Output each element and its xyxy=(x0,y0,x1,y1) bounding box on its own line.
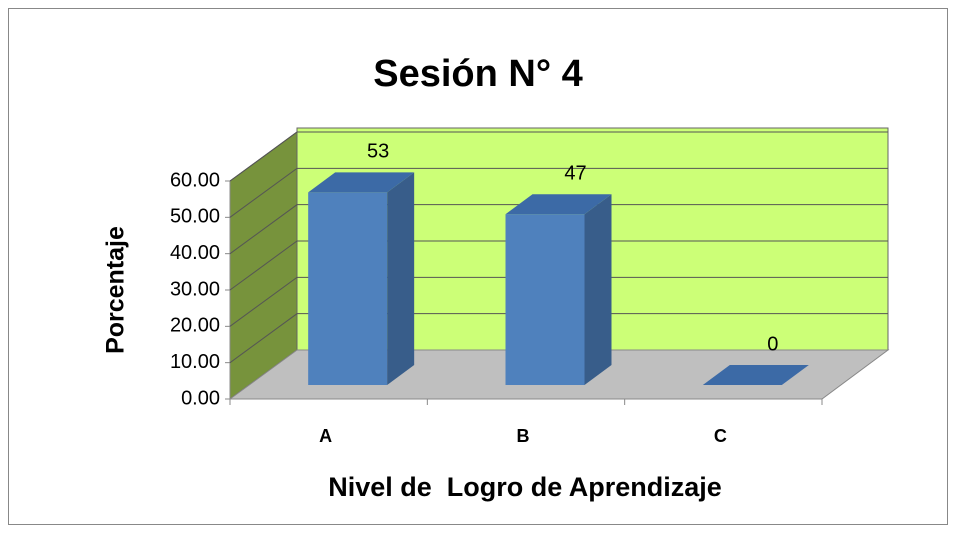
bar-top xyxy=(702,365,809,385)
value-label: 0 xyxy=(767,333,778,355)
y-tick-label: 30.00 xyxy=(170,278,220,300)
grid-line xyxy=(229,204,888,255)
grid-line xyxy=(229,313,888,364)
bar-front xyxy=(308,192,388,385)
bar-front xyxy=(505,214,585,385)
value-label: 47 xyxy=(564,163,586,185)
bar-side xyxy=(584,194,612,385)
bar-top xyxy=(505,194,612,215)
bar-top xyxy=(308,172,415,193)
x-axis-title: Nivel de Logro de Aprendizaje xyxy=(328,472,722,502)
x-tick-label: C xyxy=(714,426,727,446)
y-tick-label: 40.00 xyxy=(170,242,220,264)
grid-line xyxy=(229,131,888,182)
grid-line xyxy=(229,240,888,291)
y-tick-label: 10.00 xyxy=(170,351,220,373)
chart-title: Sesión N° 4 xyxy=(373,53,582,95)
y-axis-title: Porcentaje xyxy=(102,226,130,354)
x-tick-label: B xyxy=(517,426,530,446)
bar-side xyxy=(387,172,415,385)
y-tick-label: 0.00 xyxy=(181,387,220,409)
grid-line xyxy=(229,167,888,218)
y-tick-label: 50.00 xyxy=(170,206,220,228)
grid-line xyxy=(229,276,888,327)
value-label: 53 xyxy=(367,141,389,163)
x-tick-label: A xyxy=(319,426,332,446)
y-tick-label: 60.00 xyxy=(170,169,220,191)
y-tick-label: 20.00 xyxy=(170,315,220,337)
